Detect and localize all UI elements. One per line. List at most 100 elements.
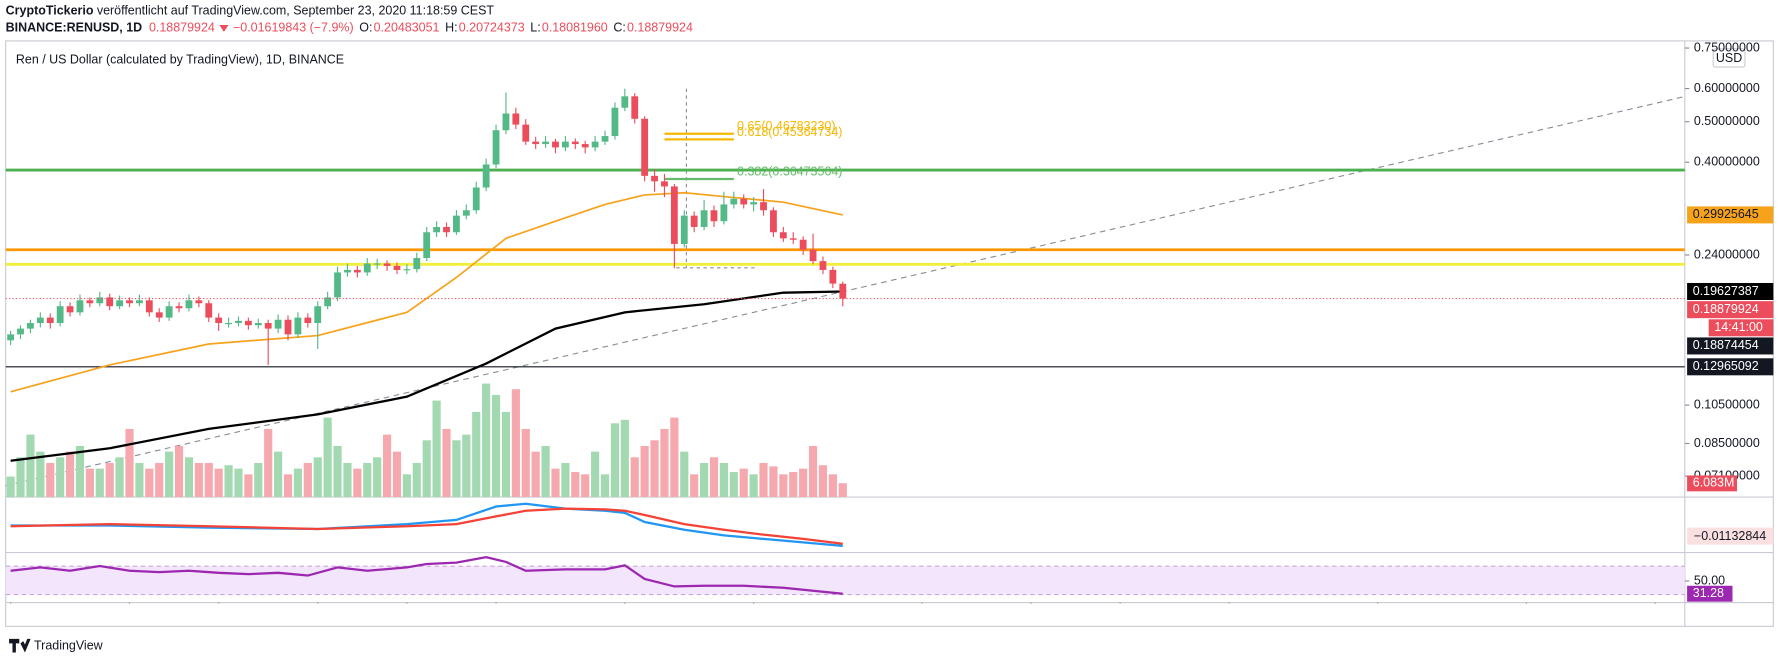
- volume-bar: [244, 474, 253, 498]
- volume-bar: [482, 383, 491, 498]
- candle-body: [512, 113, 520, 125]
- volume-bar: [254, 462, 263, 498]
- volume-bar: [184, 457, 194, 498]
- volume-bar: [274, 451, 283, 498]
- candle-body: [244, 320, 252, 326]
- moving-average: [10, 290, 843, 462]
- rsi-tag-label: 31.28: [1693, 586, 1724, 600]
- published: veröffentlicht auf TradingView.com, Sept…: [97, 4, 495, 18]
- candle-body: [809, 249, 817, 262]
- candle-body: [561, 141, 569, 148]
- volume-bar: [363, 462, 372, 498]
- volume-bar: [729, 472, 738, 498]
- macd-signal: [10, 507, 843, 545]
- volume-bar: [670, 417, 679, 498]
- candle-body: [641, 118, 649, 176]
- price-tag-label: 0.19627387: [1693, 284, 1759, 298]
- candle-body: [710, 210, 718, 222]
- candle-body: [225, 323, 232, 325]
- volume-bar: [531, 451, 540, 498]
- candle-body: [680, 215, 688, 244]
- volume-bar: [26, 434, 35, 498]
- field-key: L:: [530, 21, 540, 35]
- volume-bar: [36, 451, 45, 498]
- candle-body: [462, 210, 470, 216]
- candle-body: [17, 328, 24, 335]
- x-tick-label: 22: [212, 607, 226, 621]
- volume-bar: [779, 474, 788, 498]
- rsi-band: [5, 566, 1685, 595]
- y-tick-label: 0.10500000: [1694, 397, 1760, 411]
- volume-bar: [650, 440, 659, 498]
- volume-bar: [828, 474, 837, 498]
- candle-body: [373, 263, 381, 265]
- volume-tag: [1687, 475, 1738, 492]
- volume-bar: [432, 400, 441, 498]
- field-key: H:: [445, 21, 457, 35]
- candle-body: [324, 297, 332, 307]
- fib-label: 0.65(0.46783230): [737, 119, 835, 133]
- candle-body: [453, 215, 460, 233]
- volume-bar: [382, 434, 392, 498]
- candle-body: [552, 141, 559, 148]
- volume-bar: [610, 423, 620, 498]
- volume-bar: [95, 468, 104, 498]
- candle-body: [304, 317, 312, 324]
- moving-average: [10, 191, 843, 393]
- volume-bar: [600, 474, 610, 498]
- field-key: O:: [359, 21, 372, 35]
- price-tag: [1687, 301, 1774, 319]
- field-value: 0.20483051: [374, 21, 440, 35]
- volume-bar: [135, 462, 144, 498]
- volume-bar: [65, 451, 75, 498]
- candle-body: [700, 210, 708, 227]
- x-tick-label: 14: [1648, 607, 1662, 621]
- candle-body: [502, 113, 510, 131]
- volume-bar: [105, 462, 114, 498]
- candle-body: [631, 96, 639, 119]
- currency-box: [1712, 48, 1746, 68]
- field-value: 0.18879924: [627, 21, 693, 35]
- candle-body: [740, 198, 748, 205]
- price-tag-label: 0.18879924: [1693, 302, 1759, 316]
- candle-body: [403, 269, 411, 271]
- volume-bar: [591, 451, 600, 498]
- candle-body: [145, 300, 153, 313]
- x-tick-label: 10: [400, 607, 414, 621]
- candle-body: [7, 334, 15, 341]
- x-tick-label: 14: [747, 607, 761, 621]
- candle-body: [334, 272, 341, 298]
- candle-body: [522, 124, 530, 142]
- plot-layer: Jul 13 22 Aug 10 19 Sep 14 Okt 12 21 Nov 16 Dez 14 0.65…: [5, 88, 1685, 621]
- volume-bar: [56, 457, 65, 498]
- candle-body: [750, 202, 758, 205]
- candle-body: [730, 198, 738, 205]
- candle-body: [56, 306, 64, 324]
- volume-bar: [392, 451, 402, 498]
- volume-bar: [620, 419, 629, 498]
- plot-area: Jul 13 22 Aug 10 19 Sep 14 Okt 12 21 Nov 16 Dez 14 0.65…: [5, 88, 1685, 621]
- volume-bar: [293, 468, 303, 498]
- countdown-tag: [1708, 319, 1774, 337]
- volume-bar: [85, 468, 94, 498]
- candle-body: [760, 202, 767, 211]
- logo-icon: [9, 638, 31, 653]
- volume-bar: [541, 445, 550, 498]
- candle-body: [344, 269, 351, 273]
- x-tick-label: Aug: [307, 607, 329, 621]
- candle-body: [423, 232, 431, 259]
- volume-bar: [442, 428, 451, 498]
- candle-body: [294, 317, 302, 335]
- y-tick-label: 0.75000000: [1694, 40, 1760, 54]
- x-tick-label: Okt: [912, 607, 932, 621]
- fib-label: 0.618(0.45364734): [737, 125, 842, 139]
- volume-bar: [551, 468, 560, 498]
- candle-body: [175, 306, 183, 309]
- volume-bar: [165, 451, 174, 498]
- volume-bar: [46, 462, 55, 498]
- x-tick-label: Dez: [1515, 607, 1537, 621]
- volume-bar: [323, 417, 332, 498]
- volume-bar: [333, 445, 342, 498]
